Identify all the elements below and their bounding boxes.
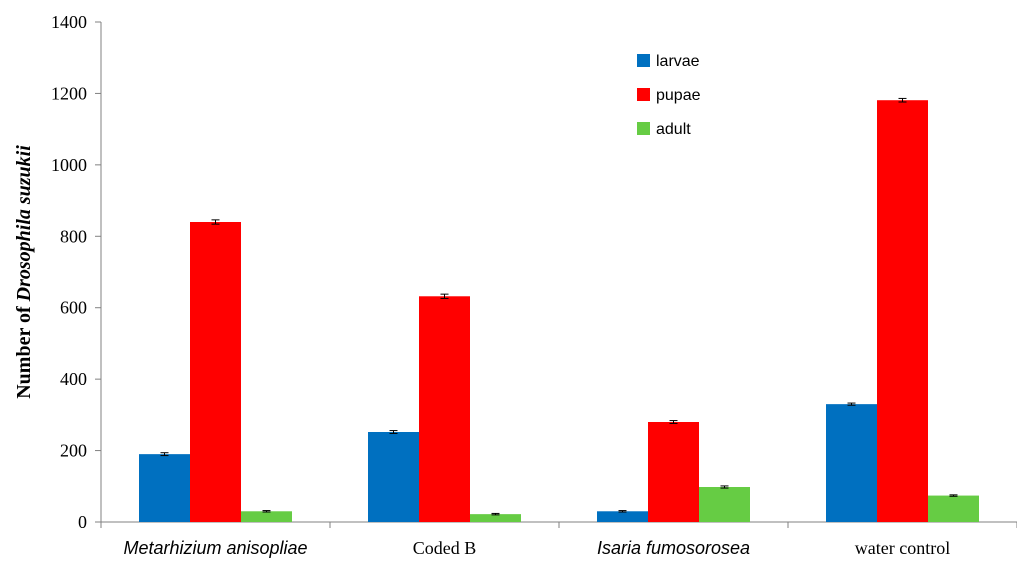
- bar-pupae: [877, 100, 928, 522]
- y-tick-label: 1200: [51, 83, 87, 103]
- bars: [139, 97, 979, 522]
- y-axis-title-species: Drosophila suzukii: [13, 145, 35, 303]
- bar-pupae: [190, 222, 241, 522]
- bar-larvae: [139, 454, 190, 522]
- y-tick-label: 600: [60, 298, 87, 318]
- y-tick-label: 0: [78, 512, 87, 532]
- x-category-label: Coded B: [413, 538, 477, 558]
- x-category-label: Isaria fumosorosea: [597, 538, 750, 558]
- y-axis: 0 200 400 600 800 1000 1200 1400: [51, 12, 102, 532]
- bar-pupae: [648, 422, 699, 522]
- y-axis-title-prefix: Number of: [13, 301, 35, 398]
- y-tick-label: 800: [60, 226, 87, 246]
- bar-adult: [699, 487, 750, 522]
- legend-swatch-adult: [637, 122, 650, 135]
- bar-adult: [241, 511, 292, 522]
- bar-pupae: [419, 296, 470, 522]
- x-category-label: water control: [855, 538, 950, 558]
- legend-label-pupae: pupae: [656, 87, 701, 104]
- legend-swatch-larvae: [637, 54, 650, 67]
- legend-swatch-pupae: [637, 88, 650, 101]
- y-tick-label: 1000: [51, 155, 87, 175]
- bar-larvae: [826, 404, 877, 522]
- bar-adult: [470, 514, 521, 522]
- y-tick-label: 1400: [51, 12, 87, 32]
- x-axis: Metarhizium anisopliae Coded B Isaria fumo…: [100, 521, 1017, 558]
- legend-label-adult: adult: [656, 121, 691, 138]
- y-tick-label: 400: [60, 369, 87, 389]
- y-tick-label: 200: [60, 441, 87, 461]
- bar-larvae: [368, 432, 419, 522]
- x-category-label: Metarhizium anisopliae: [123, 538, 307, 558]
- y-axis-title: Number of Drosophila suzukii: [13, 145, 35, 399]
- legend-label-larvae: larvae: [656, 53, 700, 70]
- legend: larvae pupae adult: [637, 53, 701, 138]
- bar-larvae: [597, 511, 648, 522]
- bar-adult: [928, 495, 979, 522]
